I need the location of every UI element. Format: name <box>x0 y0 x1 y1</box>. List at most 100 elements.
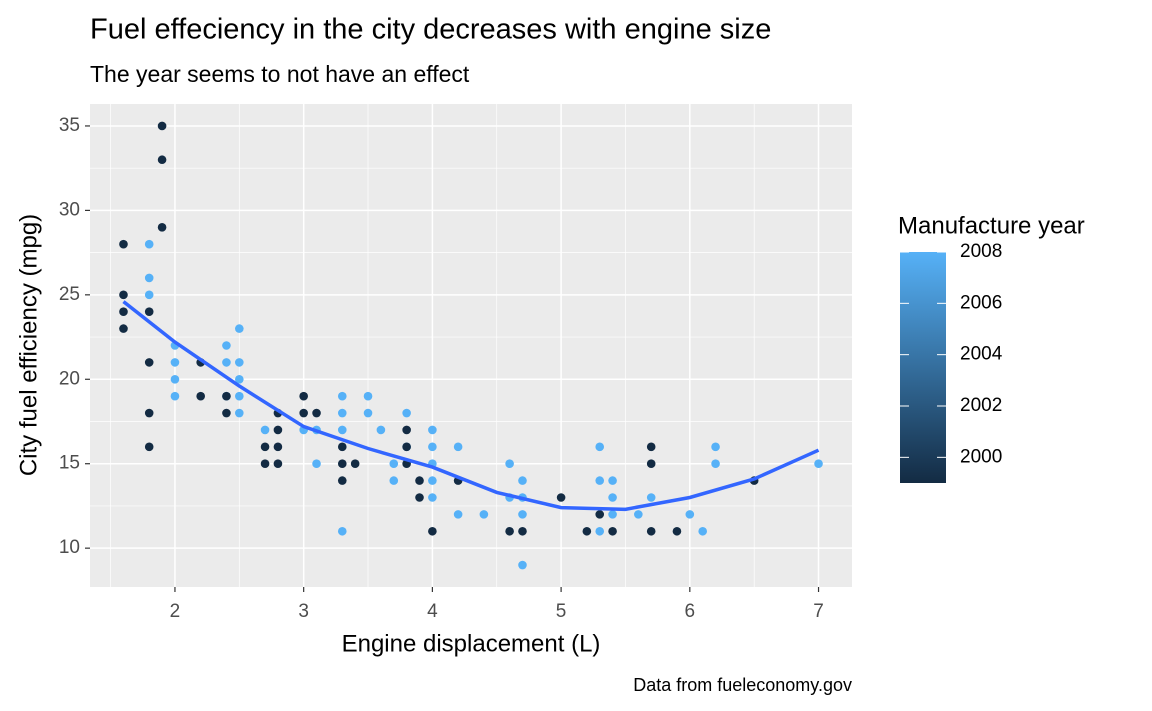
point <box>595 476 605 485</box>
point <box>505 526 514 536</box>
point <box>144 239 154 249</box>
point <box>595 526 605 536</box>
legend-title: Manufacture year <box>898 212 1085 239</box>
point <box>235 408 244 418</box>
point <box>337 442 347 452</box>
point <box>402 408 411 418</box>
point <box>119 324 128 333</box>
y-tick-label: 25 <box>59 284 80 305</box>
y-tick-label: 10 <box>59 537 80 558</box>
point <box>428 526 437 536</box>
point <box>402 442 411 452</box>
point <box>170 391 180 401</box>
x-tick-label: 4 <box>427 601 438 622</box>
point <box>222 391 231 401</box>
point <box>170 374 180 384</box>
point <box>299 391 308 401</box>
point <box>453 510 463 519</box>
point <box>119 290 128 300</box>
point <box>144 408 154 418</box>
point <box>389 476 399 485</box>
point <box>157 155 167 165</box>
y-tick-label: 15 <box>59 453 80 474</box>
point <box>235 391 244 401</box>
point <box>634 510 643 519</box>
point <box>222 358 231 367</box>
point <box>273 425 283 435</box>
point <box>119 307 128 317</box>
colorbar-label: 2008 <box>960 241 1002 262</box>
x-tick-label: 7 <box>813 601 824 622</box>
point <box>505 459 514 469</box>
point <box>337 526 347 536</box>
smooth-line <box>122 300 820 512</box>
colorbar-label: 2002 <box>960 395 1002 416</box>
point <box>608 493 617 502</box>
point <box>711 459 720 469</box>
colorbar-label: 2006 <box>960 292 1002 313</box>
point <box>119 239 128 249</box>
point <box>144 442 154 452</box>
chart-title: Fuel effeciency in the city decreases wi… <box>90 14 771 46</box>
point <box>157 121 167 131</box>
point <box>157 222 167 232</box>
point <box>453 442 463 452</box>
point <box>428 476 437 485</box>
point <box>518 560 527 570</box>
point <box>814 459 823 469</box>
point <box>646 493 656 502</box>
x-tick-label: 5 <box>556 601 567 622</box>
point <box>518 510 527 519</box>
y-tick-label: 35 <box>59 115 80 136</box>
point <box>144 307 154 317</box>
point <box>144 273 154 283</box>
point <box>222 341 231 350</box>
y-tick-label: 30 <box>59 199 80 220</box>
point <box>556 493 566 502</box>
point <box>518 526 527 536</box>
point <box>337 391 347 401</box>
x-axis-title: Engine displacement (L) <box>342 630 601 657</box>
point <box>235 358 244 367</box>
x-tick-label: 2 <box>170 601 181 622</box>
point <box>608 510 617 519</box>
point <box>337 476 347 485</box>
point <box>273 442 283 452</box>
point <box>312 459 321 469</box>
point <box>428 493 437 502</box>
y-axis-title: City fuel efficiency (mpg) <box>15 214 42 476</box>
point <box>608 526 617 536</box>
point <box>235 324 244 333</box>
point <box>337 459 347 469</box>
point <box>196 391 205 401</box>
point <box>144 290 154 300</box>
caption: Data from fueleconomy.gov <box>633 675 852 695</box>
x-tick-label: 3 <box>298 601 309 622</box>
point <box>273 459 283 469</box>
point <box>711 442 720 452</box>
point <box>646 526 656 536</box>
point <box>235 374 244 384</box>
point <box>350 459 360 469</box>
point <box>518 476 527 485</box>
y-tick-label: 20 <box>59 368 80 389</box>
colorbar-label: 2004 <box>960 344 1003 365</box>
point <box>337 408 347 418</box>
point <box>389 459 399 469</box>
point <box>582 526 592 536</box>
point <box>595 442 605 452</box>
point <box>698 526 707 536</box>
colorbar-label: 2000 <box>960 446 1002 467</box>
point <box>428 425 437 435</box>
point <box>363 408 373 418</box>
point <box>337 425 347 435</box>
point <box>170 358 180 367</box>
colorbar <box>900 252 946 483</box>
point <box>299 408 308 418</box>
point <box>608 476 617 485</box>
point <box>144 358 154 367</box>
point <box>672 526 682 536</box>
point <box>260 459 270 469</box>
point <box>402 425 411 435</box>
x-tick-label: 6 <box>685 601 696 622</box>
